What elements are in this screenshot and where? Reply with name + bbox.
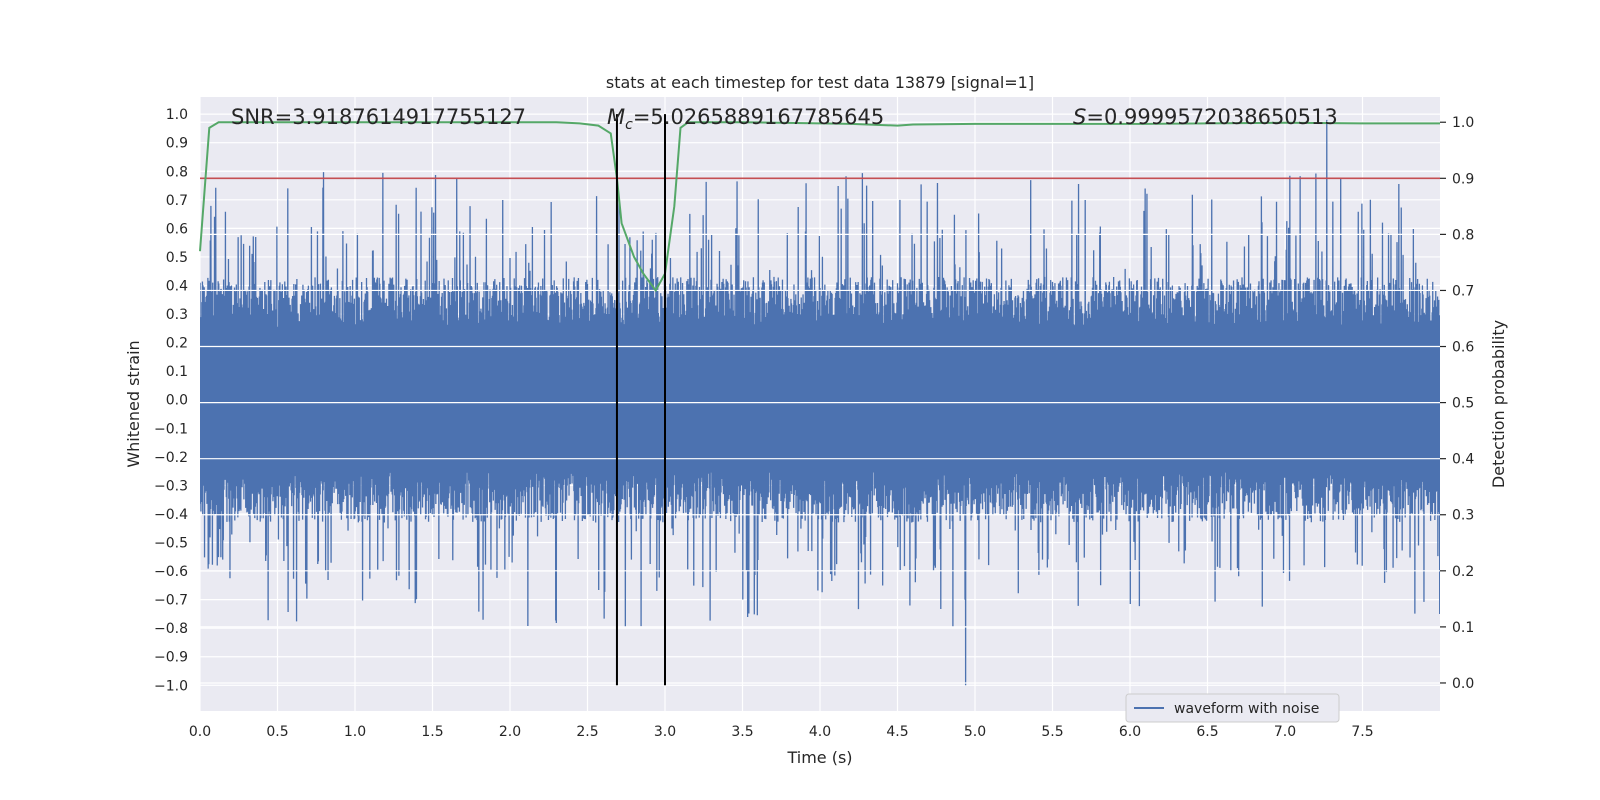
y-axis-label-left: Whitened strain [124,340,143,467]
x-tick-label: 5.0 [964,724,986,740]
snr-annotation: SNR=3.9187614917755127 [231,105,526,129]
left-tick-label: −0.3 [154,478,188,494]
left-tick-label: 0.8 [166,164,188,180]
x-axis-ticks: 0.0 0.5 1.0 1.5 2.0 2.5 3.0 3.5 4.0 4.5 5.0 5.5 6.0 6… [189,724,1374,740]
right-tick-label: 0.6 [1452,340,1474,356]
x-tick-label: 0.0 [189,724,211,740]
x-tick-label: 1.0 [344,724,366,740]
left-tick-label: −1.0 [154,678,188,694]
left-tick-label: 1.0 [166,107,188,123]
left-tick-label: −0.8 [154,621,188,637]
left-tick-label: −0.2 [154,450,188,466]
left-tick-label: −0.7 [154,593,188,609]
left-tick-label: 0.5 [166,250,188,266]
right-tick-label: 0.3 [1452,508,1474,524]
chirp-mass-annotation: Mc=5.0265889167785645 [607,105,884,133]
x-tick-label: 2.5 [576,724,598,740]
right-tick-label: 0.1 [1452,620,1474,636]
waveform-series [200,119,1440,686]
left-tick-label: −0.4 [154,507,188,523]
left-tick-label: 0.6 [166,221,188,237]
chart-title: stats at each timestep for test data 138… [606,73,1034,92]
x-tick-label: 5.5 [1041,724,1063,740]
chirp-mass-symbol: M [607,105,625,129]
right-axis-ticks: 1.0 0.9 0.8 0.7 0.6 0.5 0.4 0.3 0.2 0.1 0.0 [1440,115,1474,692]
x-axis-label: Time (s) [786,748,852,767]
x-tick-label: 7.5 [1351,724,1373,740]
x-tick-label: 6.5 [1196,724,1218,740]
right-tick-label: 0.7 [1452,283,1474,299]
right-tick-label: 0.4 [1452,452,1474,468]
detection-probability-line [199,121,1440,293]
y-axis-label-right: Detection probability [1489,320,1508,488]
x-tick-label: 2.0 [499,724,521,740]
x-tick-label: 7.0 [1274,724,1296,740]
legend-box [1125,693,1340,723]
left-tick-label: 0.7 [166,193,188,209]
x-tick-label: 4.0 [809,724,831,740]
left-tick-label: 0.0 [166,393,188,409]
chirp-mass-value: =5.0265889167785645 [633,105,884,129]
x-tick-label: 1.5 [421,724,443,740]
left-tick-label: 0.2 [166,336,188,352]
score-value: =0.9999572038650513 [1086,105,1337,129]
right-tick-label: 1.0 [1452,115,1474,131]
x-tick-label: 6.0 [1119,724,1141,740]
left-axis-ticks: 1.0 0.9 0.8 0.7 0.6 0.5 0.4 0.3 0.2 0.1 0.0 −0.1 −0.… [154,107,188,694]
left-tick-label: 0.9 [166,136,188,152]
legend-label: waveform with noise [1174,701,1319,717]
left-tick-label: −0.6 [154,564,188,580]
left-tick-label: −0.1 [154,421,188,437]
waveform-line [200,119,1440,686]
x-tick-label: 4.5 [886,724,908,740]
score-annotation: S=0.9999572038650513 [1073,105,1338,129]
right-tick-label: 0.8 [1452,227,1474,243]
left-tick-label: 0.1 [166,364,188,380]
x-tick-label: 0.5 [266,724,288,740]
right-tick-label: 0.0 [1452,676,1474,692]
left-tick-label: −0.9 [154,650,188,666]
left-tick-label: 0.4 [166,278,188,294]
legend: waveform with noise [1125,693,1340,723]
right-tick-label: 0.2 [1452,564,1474,580]
left-tick-label: −0.5 [154,536,188,552]
right-tick-label: 0.5 [1452,396,1474,412]
x-tick-label: 3.5 [731,724,753,740]
left-tick-label: 0.3 [166,307,188,323]
right-tick-label: 0.9 [1452,171,1474,187]
score-symbol: S [1073,105,1086,129]
x-tick-label: 3.0 [654,724,676,740]
vertical-markers [615,114,666,686]
chirp-mass-subscript: c [625,117,633,133]
